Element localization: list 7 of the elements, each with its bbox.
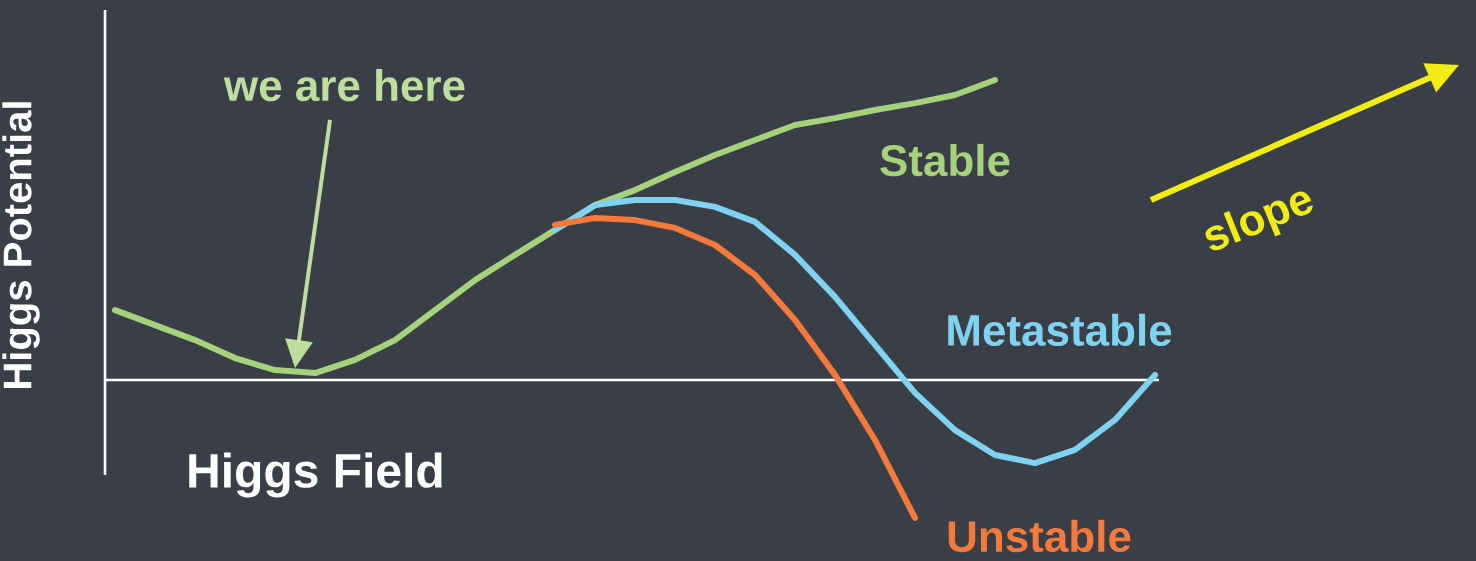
annotation: we are here [223, 68, 465, 102]
series-label: Stable [880, 143, 1010, 177]
series-label: Metastable [948, 313, 1172, 347]
text: slope [1205, 191, 1313, 251]
y-axis-title: Higgs Potential [2, 102, 40, 388]
series-label: Unstable [948, 519, 1131, 553]
x-axis-title: Higgs Field [189, 452, 442, 498]
